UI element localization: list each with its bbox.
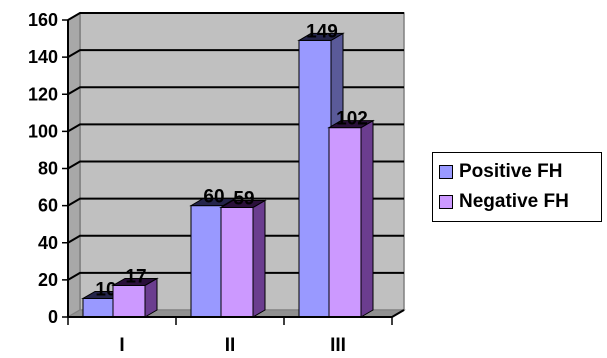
- y-tick-label: 40: [38, 233, 58, 253]
- bar-top: [219, 199, 267, 208]
- bar-side: [360, 119, 374, 318]
- data-label: 59: [233, 188, 254, 209]
- y-tick-label: 100: [28, 121, 58, 141]
- bar-top: [297, 32, 345, 41]
- gridline: [67, 86, 404, 96]
- data-label: 10: [95, 279, 116, 300]
- x-tick-label: II: [225, 335, 236, 356]
- bar-side: [252, 199, 266, 318]
- gridline: [67, 160, 404, 170]
- legend-swatch-negative-fh: [439, 195, 453, 209]
- bar: [328, 127, 362, 318]
- bar-top: [111, 277, 159, 286]
- legend-label-negative-fh: Negative FH: [459, 191, 569, 212]
- bar: [190, 205, 224, 318]
- gridline: [67, 271, 404, 281]
- y-tick-label: 120: [28, 84, 58, 104]
- gridline: [67, 197, 404, 207]
- y-tick-label: 20: [38, 270, 58, 290]
- y-tick-label: 0: [48, 307, 58, 327]
- data-label: 149: [306, 21, 338, 42]
- legend-swatch-positive-fh: [439, 165, 453, 179]
- bar: [82, 297, 116, 318]
- bar-top: [327, 120, 375, 129]
- y-tick-label: 140: [28, 47, 58, 67]
- bar: [112, 284, 146, 318]
- bar: [298, 39, 332, 318]
- x-tick-label: I: [119, 335, 124, 356]
- data-label: 17: [125, 266, 146, 287]
- legend-item-negative-fh: Negative FH: [439, 187, 595, 217]
- y-tick-label: 80: [38, 159, 58, 179]
- y-tick-label: 60: [38, 196, 58, 216]
- gridline: [67, 49, 404, 58]
- gridline: [67, 12, 404, 21]
- gridline: [67, 123, 404, 133]
- gridline: [67, 234, 404, 244]
- data-label: 102: [336, 109, 368, 130]
- bar-top: [189, 198, 237, 207]
- y-tick-label: 160: [28, 10, 58, 30]
- data-label: 60: [203, 187, 224, 208]
- x-tick-label: III: [330, 335, 346, 356]
- x-axis-depth-line: [391, 309, 405, 318]
- legend-label-positive-fh: Positive FH: [459, 161, 563, 182]
- chart-legend: Positive FH Negative FH: [432, 152, 602, 222]
- bar: [220, 206, 254, 318]
- legend-item-positive-fh: Positive FH: [439, 157, 595, 187]
